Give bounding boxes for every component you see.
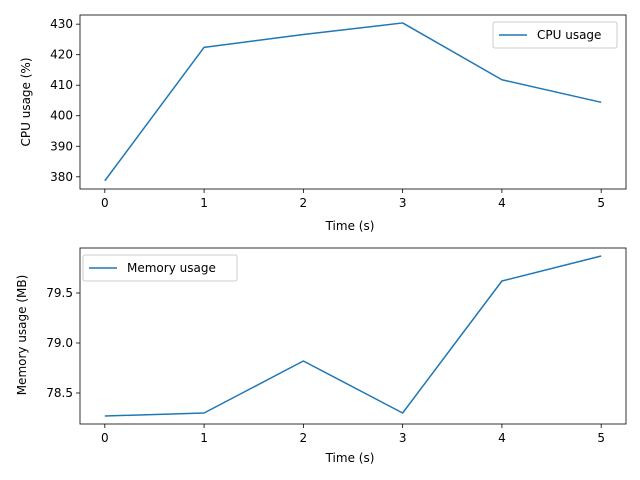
cpu-y-tick-label: 410 [50, 78, 73, 92]
memory-x-tick-label: 1 [200, 431, 208, 445]
memory-axes-frame [79, 247, 627, 425]
cpu-x-tick-label: 0 [101, 196, 109, 210]
cpu-legend-label: CPU usage [537, 28, 601, 42]
memory-legend: Memory usage [82, 254, 238, 282]
memory-y-tick-label: 79.0 [46, 336, 73, 350]
memory-y-tick-label: 79.5 [46, 286, 73, 300]
cpu-x-tick-label: 1 [200, 196, 208, 210]
memory-legend-box [82, 254, 238, 282]
memory-y-axis-label: Memory usage (MB) [15, 275, 29, 396]
cpu-series-line [104, 22, 602, 182]
cpu-y-axis-label: CPU usage (%) [19, 57, 33, 146]
memory-x-tick-label: 4 [498, 431, 506, 445]
memory-x-tick-label: 3 [399, 431, 407, 445]
cpu-y-tick-label: 420 [50, 48, 73, 62]
cpu-y-tick-label: 390 [50, 139, 73, 153]
cpu-x-tick-label: 2 [300, 196, 308, 210]
memory-ylabel-group: Memory usage (MB) [15, 275, 29, 396]
cpu-x-tick-label: 5 [597, 196, 605, 210]
memory-x-axis-label: Time (s) [325, 451, 375, 465]
cpu-y-tick-label: 380 [50, 170, 73, 184]
memory-x-tick-label: 0 [101, 431, 109, 445]
cpu-ylabel-group: CPU usage (%) [19, 57, 33, 146]
cpu-legend: CPU usage [492, 21, 618, 49]
cpu-axes-frame [79, 14, 627, 190]
memory-x-tick-label: 5 [597, 431, 605, 445]
cpu-usage-subplot: CPU usage (%) Time (s) 0 1 2 3 4 5 380 390 400 41… [19, 14, 627, 233]
memory-usage-subplot: Memory usage (MB) Time (s) 0 1 2 3 4 5 78.5 79.… [15, 247, 627, 465]
cpu-x-tick-label: 3 [399, 196, 407, 210]
memory-legend-label: Memory usage [127, 261, 216, 275]
memory-series-line [104, 255, 602, 417]
cpu-x-axis-label: Time (s) [325, 219, 375, 233]
cpu-y-tick-label: 400 [50, 109, 73, 123]
cpu-x-tick-label: 4 [498, 196, 506, 210]
memory-x-tick-label: 2 [300, 431, 308, 445]
cpu-legend-box [492, 21, 618, 49]
cpu-y-tick-label: 430 [50, 17, 73, 31]
memory-y-tick-label: 78.5 [46, 386, 73, 400]
